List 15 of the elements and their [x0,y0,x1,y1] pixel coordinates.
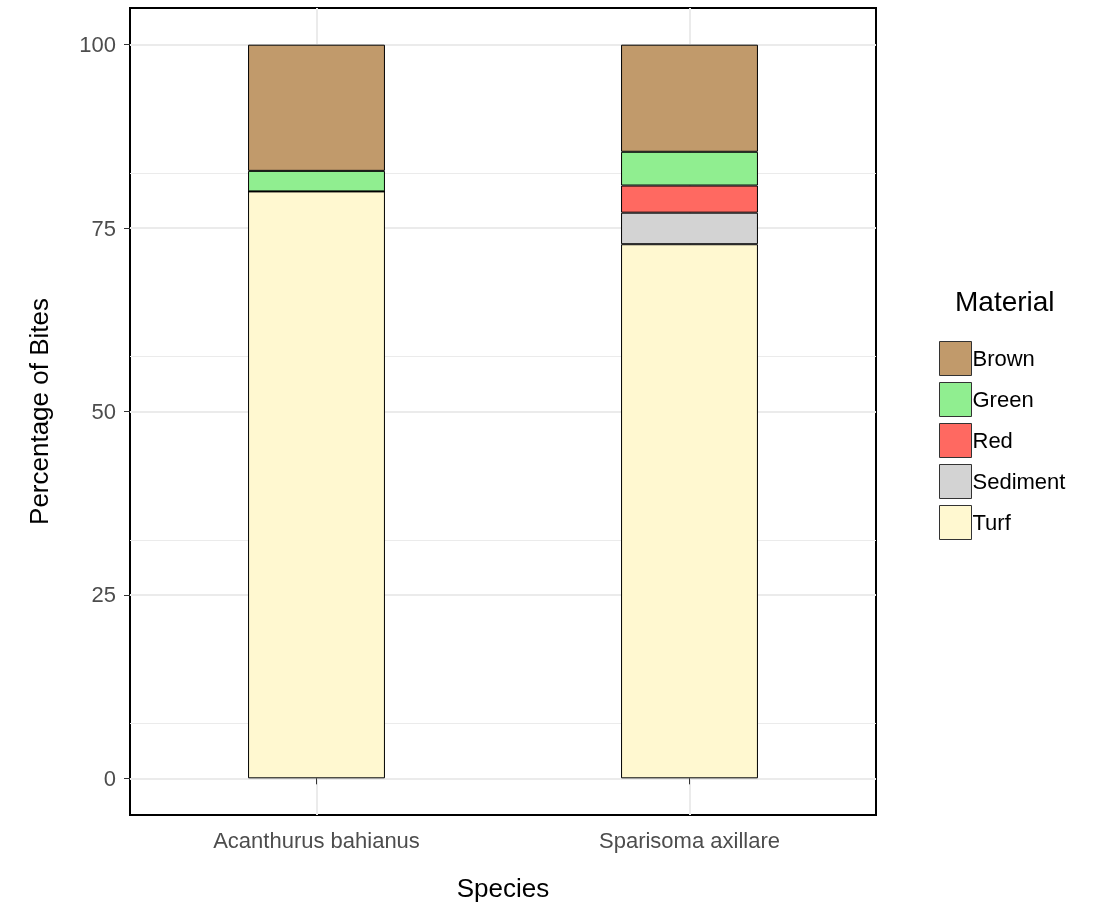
legend-label: Turf [972,510,1012,535]
x-tick-label: Sparisoma axillare [599,827,780,853]
y-tick-label: 75 [91,215,116,241]
y-tick-label: 0 [103,765,116,791]
y-axis-title: Percentage of Bites [24,298,54,525]
legend-label: Green [972,387,1034,412]
legend-label: Sediment [972,469,1066,494]
y-tick-label: 100 [79,32,116,58]
x-axis-title: Species [456,873,550,903]
legend-title: Material [955,285,1055,317]
y-tick-label: 25 [91,582,116,608]
legend-label: Red [972,428,1013,453]
x-tick-label: Acanthurus bahianus [213,827,420,853]
legend-label: Brown [972,346,1035,371]
y-tick-label: 50 [91,399,116,424]
